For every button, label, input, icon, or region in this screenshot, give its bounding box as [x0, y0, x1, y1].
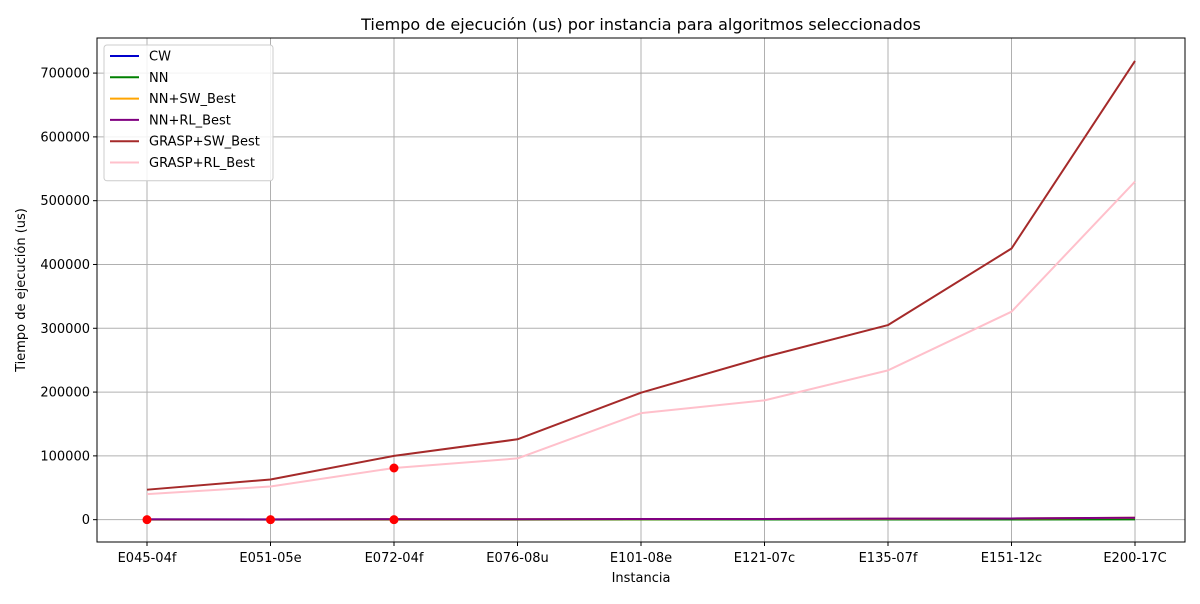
y-tick-label: 100000 — [40, 449, 90, 464]
y-tick-label: 600000 — [40, 130, 90, 145]
y-tick-label: 300000 — [40, 322, 90, 337]
x-tick-label: E121-07c — [734, 551, 795, 566]
legend: CW NN NN+SW_Best NN+RL_Best GRASP+SW_Best GRA… — [104, 45, 273, 181]
x-axis-ticks: E045-04f E051-05e E072-04f E076-08u E101-08e… — [118, 542, 1167, 566]
legend-label: NN+SW_Best — [149, 92, 236, 107]
x-tick-label: E151-12c — [981, 551, 1042, 566]
x-tick-label: E076-08u — [486, 551, 549, 566]
highlight-point — [390, 463, 399, 472]
x-axis-label: Instancia — [612, 571, 671, 586]
y-tick-label: 0 — [82, 513, 90, 528]
x-tick-label: E072-04f — [365, 551, 424, 566]
highlight-point — [143, 515, 152, 524]
y-tick-label: 200000 — [40, 386, 90, 401]
x-tick-label: E101-08e — [610, 551, 672, 566]
y-axis-label: Tiempo de ejecución (us) — [14, 208, 29, 373]
y-tick-label: 700000 — [40, 67, 90, 82]
legend-label: NN+RL_Best — [149, 113, 231, 128]
x-tick-label: E051-05e — [239, 551, 301, 566]
legend-label: GRASP+SW_Best — [149, 135, 260, 150]
legend-label: NN — [149, 71, 168, 86]
legend-label: GRASP+RL_Best — [149, 156, 255, 171]
chart-title: Tiempo de ejecución (us) por instancia p… — [360, 15, 921, 34]
y-axis-ticks: 0 100000 200000 300000 400000 500000 600000 700… — [40, 67, 97, 529]
y-tick-label: 500000 — [40, 194, 90, 209]
x-tick-label: E045-04f — [118, 551, 177, 566]
highlight-point — [390, 515, 399, 524]
legend-label: CW — [149, 50, 171, 65]
y-tick-label: 400000 — [40, 258, 90, 273]
x-tick-label: E200-17C — [1103, 551, 1166, 566]
x-tick-label: E135-07f — [859, 551, 918, 566]
highlight-point — [266, 515, 275, 524]
